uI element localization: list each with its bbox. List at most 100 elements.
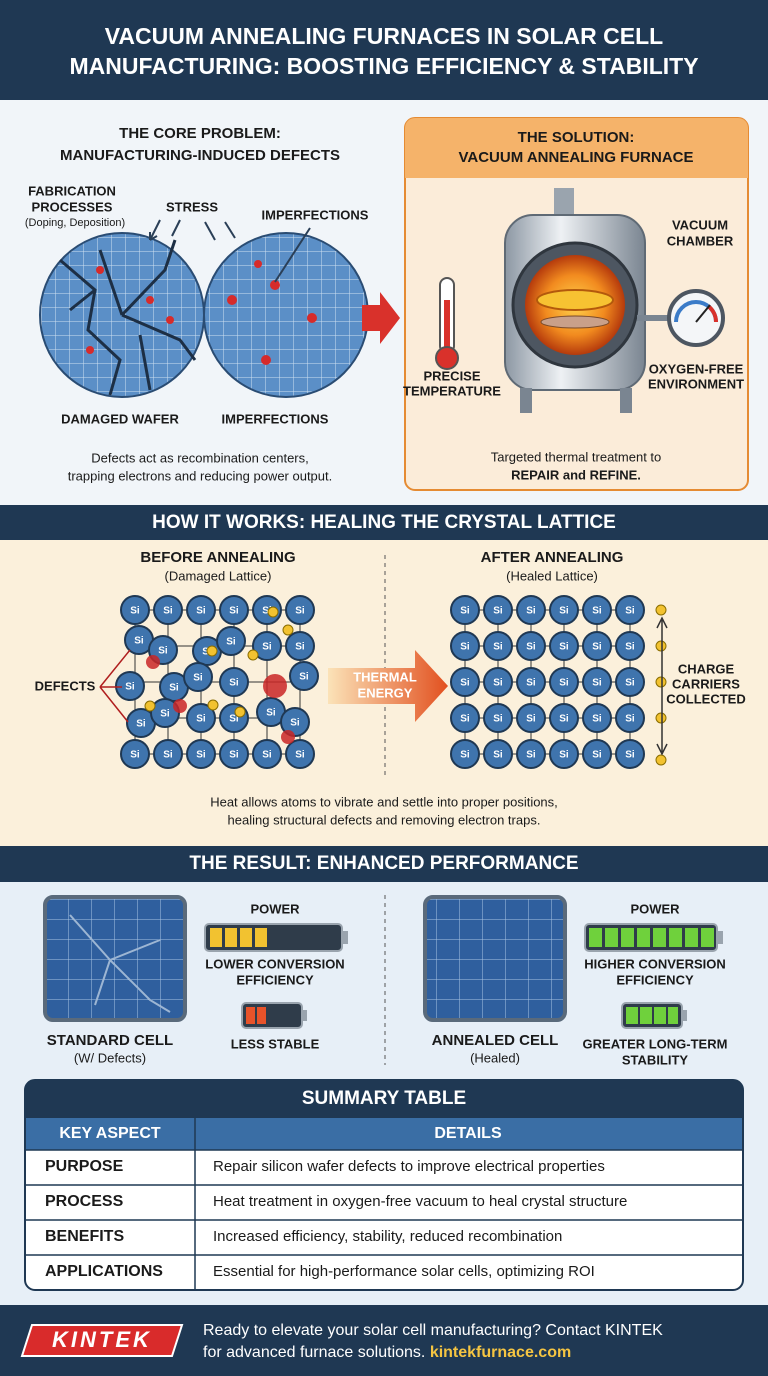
atom-label: Si bbox=[625, 642, 635, 653]
atom-label: Si bbox=[460, 678, 470, 689]
atom-label: Si bbox=[493, 750, 503, 761]
footer-text: for advanced furnace solutions. bbox=[203, 1344, 425, 1361]
title-line: MANUFACTURING: BOOSTING EFFICIENCY & STA… bbox=[69, 53, 698, 79]
atom-label: Si bbox=[493, 714, 503, 725]
atom bbox=[120, 739, 150, 769]
atom-label: Si bbox=[625, 750, 635, 761]
atom-label: Si bbox=[559, 714, 569, 725]
atom-label: Si bbox=[295, 642, 305, 653]
stress-arrows-part bbox=[204, 221, 216, 241]
atom-label: Si bbox=[493, 678, 503, 689]
atom-label: Si bbox=[262, 642, 272, 653]
atom-label: Si bbox=[163, 750, 173, 761]
label: ENVIRONMENT bbox=[648, 376, 744, 391]
battery-cell bbox=[637, 928, 650, 947]
atom bbox=[582, 595, 612, 625]
defect bbox=[173, 699, 187, 713]
summary-table-part bbox=[25, 1080, 743, 1118]
stress-arrows bbox=[149, 219, 311, 283]
how-it-works-section-part bbox=[0, 505, 768, 540]
pointer bbox=[99, 649, 131, 723]
battery-cell bbox=[653, 928, 666, 947]
gauge-part bbox=[667, 289, 725, 347]
battery bbox=[241, 1002, 307, 1029]
footer-link[interactable]: kintekfurnace.com bbox=[430, 1344, 571, 1361]
atom-label: Si bbox=[295, 606, 305, 617]
section-title: THE RESULT: ENHANCED PERFORMANCE bbox=[189, 853, 578, 874]
footer: KINTEK Ready to elevate your solar cell … bbox=[0, 1305, 768, 1376]
atom-label: Si bbox=[193, 673, 203, 684]
atom-label: Si bbox=[592, 642, 602, 653]
electron bbox=[234, 706, 246, 718]
atom-label: Si bbox=[262, 750, 272, 761]
atom-label: Si bbox=[526, 750, 536, 761]
atom bbox=[150, 698, 180, 728]
furnace-part bbox=[536, 289, 614, 311]
panel-subtitle: (Damaged Lattice) bbox=[165, 568, 272, 583]
atom-label: Si bbox=[158, 646, 168, 657]
atom bbox=[582, 703, 612, 733]
thermometer bbox=[435, 277, 459, 370]
label: DEFECTS bbox=[35, 678, 96, 693]
battery-cell bbox=[605, 928, 618, 947]
wafer-part bbox=[254, 260, 262, 268]
atom bbox=[450, 667, 480, 697]
atom bbox=[450, 595, 480, 625]
atom-label: Si bbox=[493, 606, 503, 617]
atom bbox=[216, 626, 246, 656]
solar-cell-part bbox=[69, 914, 171, 1013]
battery-cell bbox=[685, 928, 698, 947]
atom-label: Si bbox=[196, 750, 206, 761]
table-body: PURPOSE Repair silicon wafer defects to i… bbox=[26, 1149, 742, 1280]
stress-arrows-part bbox=[224, 221, 236, 239]
battery bbox=[584, 923, 723, 952]
gauge bbox=[637, 289, 725, 347]
panel-title: BEFORE ANNEALING bbox=[140, 549, 295, 566]
table-key: APPLICATIONS bbox=[45, 1263, 163, 1280]
electron bbox=[655, 640, 667, 652]
caption: Defects act as recombination centers, bbox=[91, 450, 309, 465]
column-header: KEY ASPECT bbox=[59, 1125, 161, 1142]
atom bbox=[582, 631, 612, 661]
atom bbox=[615, 703, 645, 733]
thermometer-part bbox=[444, 300, 450, 355]
label: LOWER CONVERSION bbox=[205, 956, 344, 971]
section-title: THE CORE PROBLEM: bbox=[119, 125, 281, 142]
how-it-works-section: HOW IT WORKS: HEALING THE CRYSTAL LATTIC… bbox=[0, 505, 768, 846]
label: THERMAL bbox=[353, 669, 417, 684]
defect bbox=[146, 655, 160, 669]
battery bbox=[621, 1002, 687, 1029]
atom bbox=[285, 739, 315, 769]
cell-name: ANNEALED CELL bbox=[432, 1032, 559, 1049]
caption: Targeted thermal treatment to bbox=[491, 449, 662, 464]
label: CARRIERS bbox=[672, 676, 740, 691]
atom bbox=[615, 739, 645, 769]
atom bbox=[120, 595, 150, 625]
battery-part bbox=[246, 1007, 255, 1024]
label: GREATER LONG-TERM bbox=[583, 1036, 728, 1051]
wafer bbox=[39, 232, 205, 398]
label: PROCESSES bbox=[32, 199, 113, 214]
furnace-part bbox=[554, 188, 574, 218]
atom-label: Si bbox=[559, 678, 569, 689]
atom bbox=[582, 667, 612, 697]
atom-label: Si bbox=[559, 642, 569, 653]
atom bbox=[483, 703, 513, 733]
atom-label: Si bbox=[526, 606, 536, 617]
atom-label: Si bbox=[460, 606, 470, 617]
furnace-part bbox=[540, 315, 610, 329]
battery-cell bbox=[621, 928, 634, 947]
solar-cell bbox=[43, 895, 187, 1022]
atom-label: Si bbox=[460, 642, 470, 653]
atom-label: Si bbox=[290, 718, 300, 729]
atom bbox=[219, 595, 249, 625]
atom-label: Si bbox=[625, 714, 635, 725]
atom-label: Si bbox=[125, 682, 135, 693]
battery-part bbox=[682, 1010, 687, 1021]
atom-label: Si bbox=[169, 683, 179, 694]
caption: trapping electrons and reducing power ou… bbox=[68, 468, 333, 483]
label: CHARGE bbox=[678, 661, 735, 676]
atom bbox=[285, 595, 315, 625]
cell-note: (W/ Defects) bbox=[74, 1050, 146, 1065]
battery-part bbox=[654, 1007, 666, 1024]
